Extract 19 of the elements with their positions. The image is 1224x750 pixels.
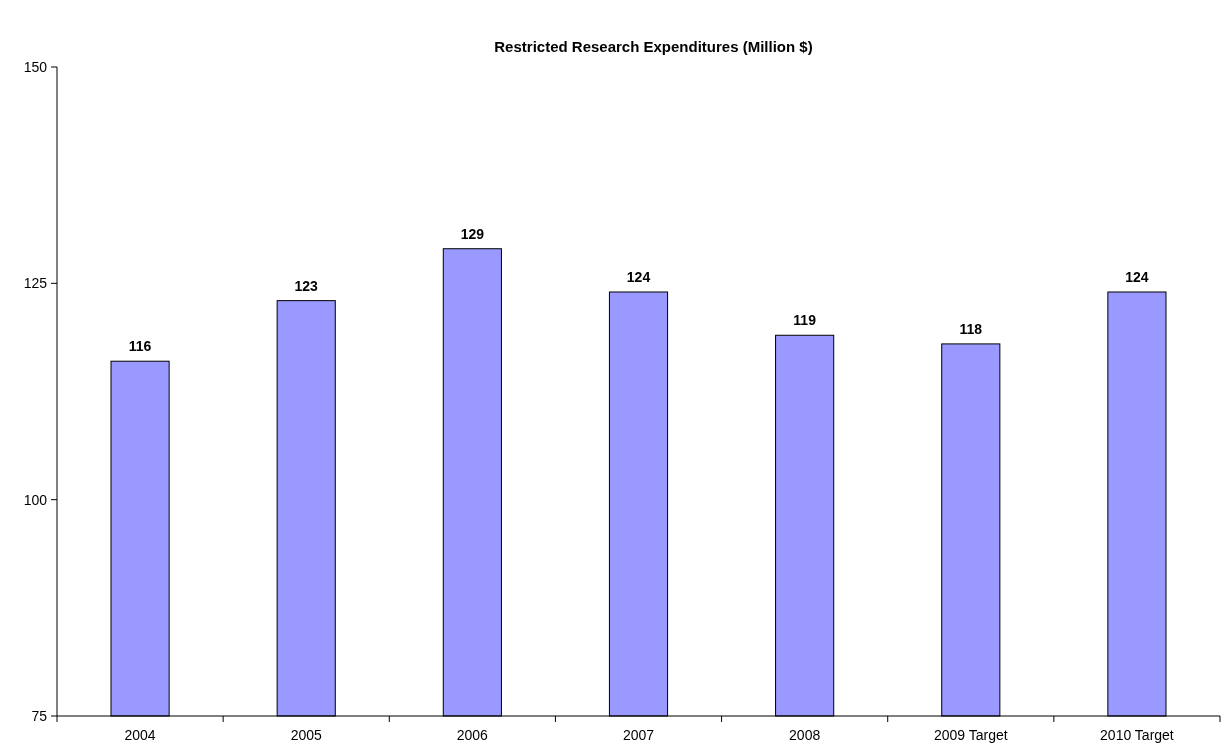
data-label: 118 [959,320,983,337]
data-label: 124 [1125,268,1149,285]
chart-title: Restricted Research Expenditures (Million $) [494,38,813,55]
y-tick-label: 125 [23,275,48,292]
x-tick-label: 2005 [290,727,322,743]
y-tick-label: 100 [23,491,48,508]
x-tick-label: 2009 Target [933,727,1008,743]
data-label: 116 [128,338,152,355]
data-label: 124 [626,268,651,285]
x-tick-label: 2006 [456,727,489,743]
x-tick-label: 2010 Target [1100,727,1174,743]
x-tick-label: 2007 [622,727,655,743]
x-tick-label: 2008 [789,727,821,743]
x-tick-label: 2004 [124,727,156,743]
y-tick-label: 75 [31,707,48,724]
data-label: 119 [793,312,817,329]
data-label: 129 [460,225,485,242]
y-tick-label: 150 [23,58,48,75]
data-label: 123 [294,277,319,294]
